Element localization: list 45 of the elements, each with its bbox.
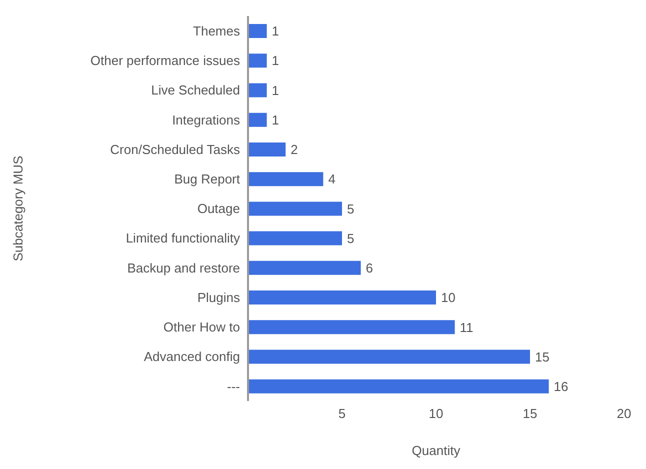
y-tick-label: --- — [227, 378, 240, 394]
data-label: 5 — [347, 230, 354, 246]
y-tick-label: Backup and restore — [127, 260, 240, 276]
y-axis-title: Subcategory MUS — [10, 155, 26, 262]
bar — [248, 112, 267, 127]
bar — [248, 231, 342, 246]
y-tick-label: Other performance issues — [90, 53, 240, 68]
data-label: 4 — [328, 172, 336, 187]
data-label: 16 — [554, 379, 568, 394]
x-tick-label: 20 — [616, 406, 632, 422]
bar — [248, 290, 436, 305]
y-tick-label: Bug Report — [174, 172, 240, 186]
bar — [248, 202, 342, 216]
y-tick-label: Integrations — [172, 112, 240, 128]
bar — [248, 379, 549, 394]
data-label: 15 — [535, 349, 550, 364]
y-tick-label: Other How to — [163, 320, 240, 335]
data-label: 1 — [272, 53, 280, 68]
bar — [248, 142, 286, 156]
y-tick-label: Advanced config — [144, 349, 240, 364]
y-tick-label: Cron/Scheduled Tasks — [110, 142, 240, 157]
data-label: 11 — [460, 320, 474, 335]
y-tick-label: Themes — [193, 23, 240, 38]
data-label: 1 — [272, 112, 280, 128]
bar — [248, 24, 267, 38]
y-tick-label: Live Scheduled — [151, 82, 240, 98]
y-tick-label: Outage — [197, 201, 240, 216]
x-tick-label: 5 — [338, 406, 346, 422]
data-label: 1 — [272, 82, 280, 98]
bar — [248, 320, 455, 334]
bar — [248, 172, 324, 186]
data-label: 6 — [366, 260, 374, 276]
x-tick-label: 10 — [428, 406, 444, 422]
x-axis-title: Quantity — [412, 443, 461, 458]
bar — [248, 350, 530, 364]
bar — [248, 83, 267, 98]
data-label: 5 — [347, 201, 354, 216]
data-label: 2 — [290, 142, 298, 158]
bar — [248, 260, 361, 275]
x-tick-label: 15 — [522, 406, 538, 422]
y-tick-label: Limited functionality — [126, 230, 240, 246]
y-tick-label: Plugins — [197, 290, 240, 305]
bar — [248, 54, 267, 68]
data-label: 1 — [272, 24, 280, 39]
data-label: 10 — [441, 290, 456, 306]
